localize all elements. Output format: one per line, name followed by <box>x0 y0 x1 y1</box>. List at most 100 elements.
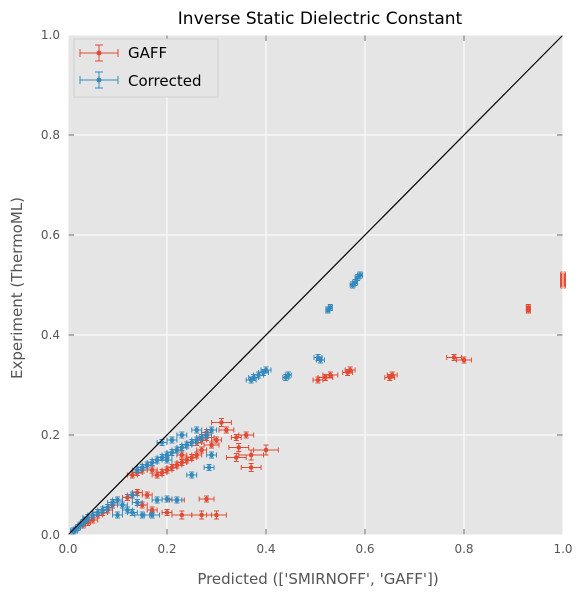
point-marker <box>149 512 155 518</box>
data-point <box>112 511 123 519</box>
point-marker <box>135 500 140 505</box>
point-marker <box>164 510 170 515</box>
data-point <box>211 418 232 427</box>
point-marker <box>209 452 214 458</box>
data-point <box>156 439 168 446</box>
ticks: 0.00.0 0.2 0.2 0.4 0.4 0.6 0.6 0.8 0.8 1.0 1.0 <box>41 28 573 556</box>
point-marker <box>214 512 219 518</box>
data-point <box>151 496 163 504</box>
data-point <box>206 426 217 434</box>
data-point <box>238 431 255 439</box>
point-marker <box>387 375 393 380</box>
data-point <box>456 356 472 364</box>
point-marker <box>199 512 204 518</box>
point-marker <box>164 496 170 502</box>
point-marker <box>214 437 219 443</box>
point-marker <box>154 497 160 503</box>
data-point <box>198 495 215 503</box>
point-marker <box>169 437 175 443</box>
series-corrected <box>69 271 364 535</box>
plot-frame <box>67 34 564 536</box>
x-tick-label: 0.4 <box>256 542 275 556</box>
data-point <box>384 374 396 381</box>
point-marker <box>164 457 170 463</box>
point-marker <box>149 467 155 473</box>
point-marker <box>135 467 140 473</box>
point-marker <box>194 427 199 433</box>
point-marker <box>248 465 254 470</box>
point-marker <box>120 502 125 508</box>
data-point <box>211 436 222 444</box>
point-marker <box>179 512 185 518</box>
data-point <box>131 466 143 474</box>
data-point <box>161 509 173 516</box>
data-point <box>131 499 143 506</box>
point-marker <box>451 355 457 360</box>
point-marker <box>206 465 212 470</box>
x-tick-label: 0.8 <box>454 542 473 556</box>
legend-label-gaff: GAFF <box>128 44 167 62</box>
diagonal-line <box>67 34 564 536</box>
y-tick-label: 0.2 <box>41 428 60 442</box>
point-marker <box>355 275 360 280</box>
point-marker <box>209 442 214 448</box>
x-tick-label: 0.6 <box>355 542 374 556</box>
point-marker <box>318 357 323 363</box>
data-point <box>206 451 217 459</box>
point-marker <box>234 455 239 460</box>
point-marker <box>219 420 224 425</box>
point-marker <box>526 307 531 313</box>
point-marker <box>70 528 76 534</box>
point-marker <box>234 435 239 440</box>
data-point <box>203 464 215 471</box>
y-tick-label: 0.4 <box>41 328 60 342</box>
data-point <box>107 499 118 506</box>
data-point <box>117 501 128 509</box>
point-marker <box>328 372 333 378</box>
point-marker <box>130 472 135 478</box>
point-marker <box>125 507 130 513</box>
data-point <box>121 506 133 514</box>
data-point <box>230 434 242 441</box>
data-point <box>176 431 188 439</box>
point-marker <box>325 307 331 313</box>
point-marker <box>461 357 467 363</box>
point-marker <box>179 452 185 458</box>
chart-title: Inverse Static Dielectric Constant <box>178 9 463 29</box>
point-marker <box>115 512 120 518</box>
point-marker <box>224 427 229 433</box>
data-point <box>218 426 235 434</box>
data-point <box>225 453 247 462</box>
point-marker <box>283 375 289 380</box>
data-point <box>325 306 331 314</box>
y-tick-label: 1.0 <box>41 28 60 42</box>
data-point <box>312 376 324 384</box>
x-axis-label: Predicted (['SMIRNOFF', 'GAFF']) <box>197 570 438 588</box>
data-point <box>166 436 178 444</box>
point-marker <box>236 445 242 450</box>
legend-marker-corrected <box>79 71 119 89</box>
point-marker <box>209 427 214 433</box>
point-marker <box>110 500 115 505</box>
data-point <box>315 356 325 364</box>
data-point <box>161 456 173 464</box>
y-tick-label: 0.0 <box>41 528 60 542</box>
point-marker <box>139 512 145 518</box>
point-marker <box>248 377 254 383</box>
legend: GAFF Corrected <box>73 38 219 98</box>
y-tick-label: 0.6 <box>41 228 60 242</box>
data-point <box>126 491 138 499</box>
point-marker <box>263 447 269 453</box>
point-marker <box>323 375 328 380</box>
point-marker <box>174 497 180 503</box>
data-point <box>446 354 463 361</box>
legend-label-corrected: Corrected <box>128 72 202 90</box>
data-point <box>245 376 257 384</box>
point-marker <box>350 282 355 288</box>
point-marker <box>345 370 350 375</box>
y-tick-label: 0.8 <box>41 128 60 142</box>
legend-marker-gaff <box>79 44 119 62</box>
data-point <box>228 443 250 452</box>
x-tick-label: 1.0 <box>553 542 572 556</box>
